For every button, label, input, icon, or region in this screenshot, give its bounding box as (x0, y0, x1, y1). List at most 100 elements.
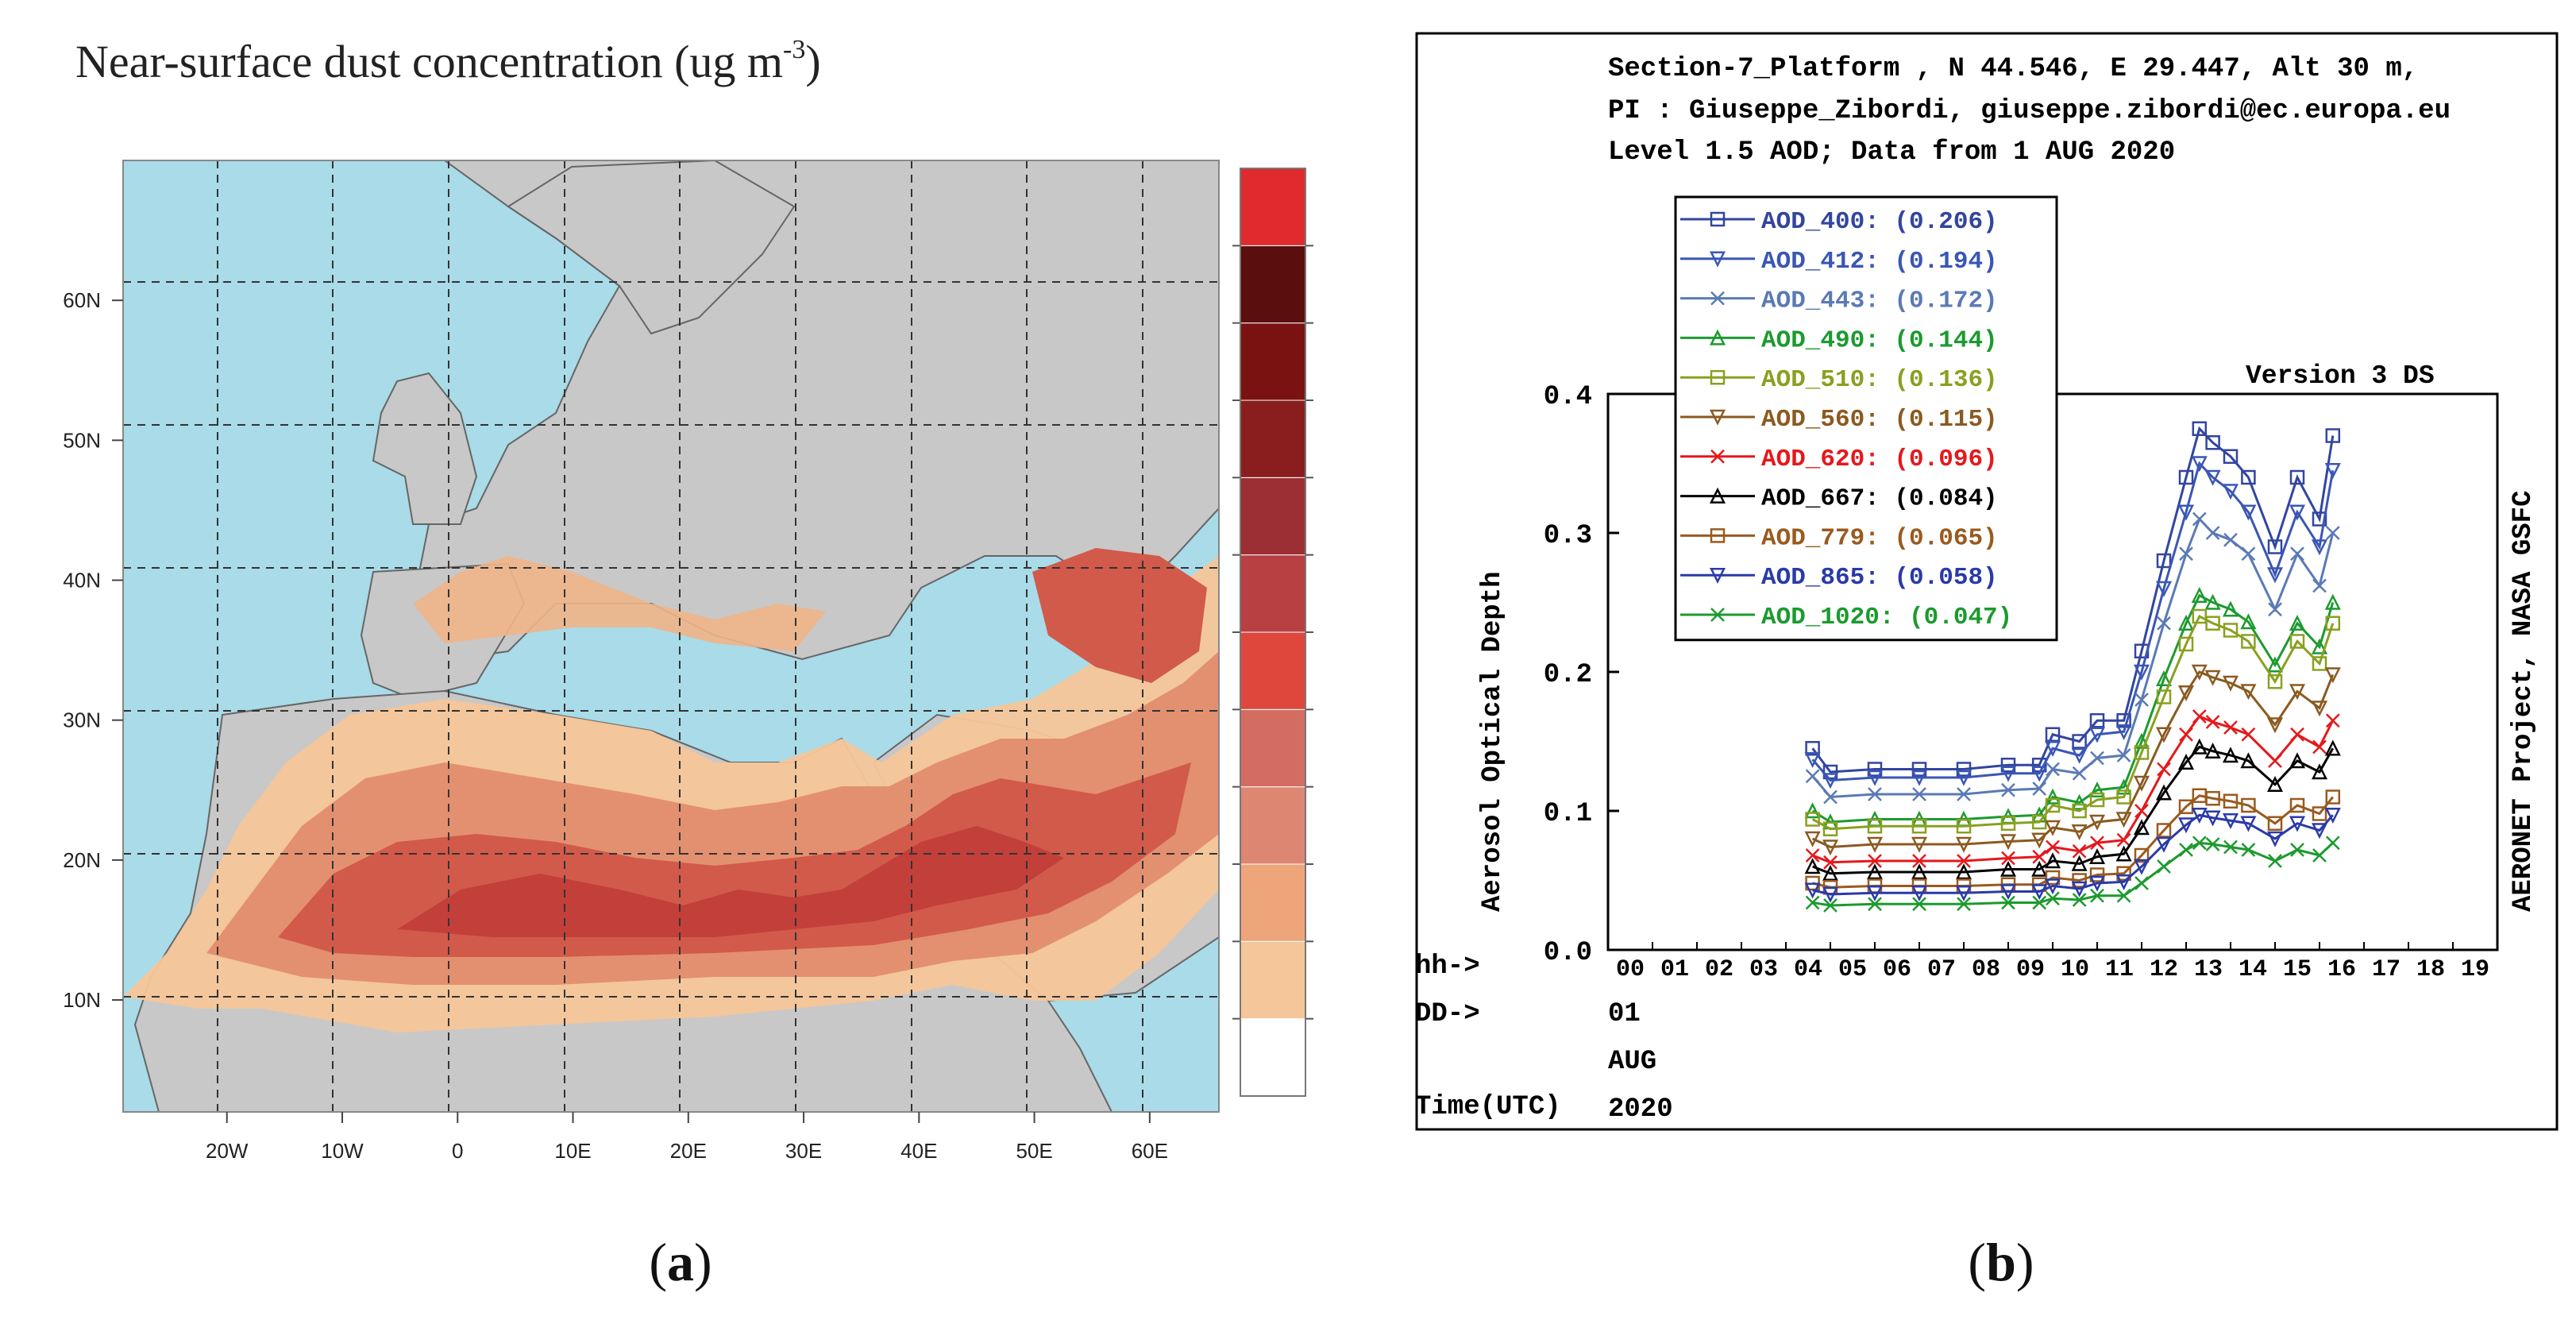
legend-entry: AOD_412: (0.194) (1680, 248, 1998, 276)
y-axis-label: Aerosol Optical Depth (1478, 572, 1508, 912)
aod-point (2134, 745, 2150, 760)
aod-x-tick-label: 16 (2327, 956, 2356, 983)
aod-plot: 0.0 0.1 0.2 0.3 0.4 00 01 02 03 04 05 06 07 08 09 10 11 1… (1544, 382, 2489, 983)
map-x-tick-label: 10E (554, 1139, 591, 1163)
aod-point (2311, 539, 2328, 556)
month-value: AUG (1608, 1047, 1656, 1077)
aod-point (1709, 409, 1726, 426)
version-label: Version 3 DS (2246, 361, 2435, 391)
legend-entry: AOD_779: (0.065) (1680, 524, 1998, 552)
aod-point (2044, 820, 2061, 836)
aod-point (1999, 766, 2017, 782)
aod-point (2155, 784, 2173, 801)
aod-point (2072, 843, 2087, 859)
aod-point (2089, 713, 2105, 728)
aod-point (1710, 449, 1725, 464)
aod-x-tick-label: 05 (1838, 956, 1867, 983)
aod-point (2177, 817, 2195, 834)
colorbar-swatch (1240, 168, 1306, 246)
map-y-tick-label: 40N (63, 569, 101, 592)
aod-point (2178, 799, 2194, 814)
aod-point (2268, 854, 2282, 868)
aod-series (1805, 836, 2340, 913)
aod-point (2312, 848, 2327, 863)
aod-point (1957, 854, 1971, 868)
map-x-tick-label: 10W (321, 1139, 364, 1163)
aod-point (2046, 839, 2060, 855)
legend-entry: AOD_560: (0.115) (1680, 406, 1998, 434)
aod-point (2312, 806, 2327, 821)
aod-x-tick-label: 12 (2150, 956, 2178, 983)
map-x-tick-label: 40E (900, 1139, 937, 1163)
aod-series (1805, 608, 2341, 836)
aod-point (2071, 881, 2088, 897)
aod-x-tick-label: 09 (2016, 956, 2045, 983)
aod-point (2222, 747, 2239, 763)
aod-point (1868, 897, 1882, 912)
aod-point (2044, 852, 2061, 869)
aod-series-line (1812, 813, 2334, 896)
aod-point (1823, 898, 1838, 913)
aod-x-tick-label: 00 (1616, 956, 1645, 983)
aod-point (1805, 741, 1820, 756)
aod-point (2089, 867, 2105, 882)
aod-point (1866, 886, 1884, 902)
aod-point (1822, 839, 1839, 856)
aod-point (1955, 886, 1972, 902)
map-graticule (123, 160, 1219, 1112)
aod-point (2289, 684, 2306, 701)
aod-point (2325, 616, 2341, 631)
aod-point (2267, 539, 2283, 554)
aod-x-tick-label: 18 (2416, 956, 2445, 983)
aod-point (2223, 839, 2238, 855)
legend-label: AOD_667: (0.084) (1761, 485, 1998, 513)
aod-point (1710, 369, 1726, 385)
aod-legend: AOD_400: (0.206) AOD_412: (0.194) AOD_443:… (1674, 195, 2058, 642)
row-label-time: Time(UTC) (1415, 1092, 1561, 1122)
map-y-tick-label: 50N (63, 428, 101, 452)
aod-point (2072, 803, 2087, 819)
legend-entry: AOD_510: (0.136) (1680, 366, 1998, 394)
aod-point (1710, 291, 1725, 306)
year-value: 2020 (1608, 1094, 1673, 1125)
aod-series-line (1811, 670, 2335, 849)
aod-series-line (1811, 426, 2335, 774)
aod-point (2178, 636, 2194, 652)
aod-point (2266, 717, 2284, 734)
aod-x-tick-label: 02 (1705, 956, 1733, 983)
aod-point (2177, 753, 2195, 770)
aod-point (2266, 567, 2284, 584)
aod-y-tick-label: 0.3 (1544, 521, 1592, 551)
aod-point (2240, 684, 2257, 701)
aod-series (1804, 456, 2341, 789)
map-y-tick-label: 20N (63, 848, 101, 872)
aod-point (2072, 893, 2087, 907)
aod-point (2205, 616, 2220, 631)
legend-entry: AOD_667: (0.084) (1680, 485, 1998, 513)
aod-point (2222, 675, 2239, 692)
aod-x-tick-label: 07 (1927, 956, 1956, 983)
aod-point (2205, 715, 2220, 729)
aod-series (1805, 511, 2340, 805)
aod-point (2090, 751, 2104, 766)
aod-point (1822, 773, 1839, 789)
aod-series (1804, 808, 2341, 903)
aod-point (1823, 855, 1838, 870)
aod-x-tick-label: 17 (2372, 956, 2401, 983)
aod-point (2156, 553, 2172, 569)
aod-x-tick-label: 06 (1883, 956, 1911, 983)
aod-point (2045, 727, 2061, 742)
colorbar (1232, 168, 1313, 1097)
aod-point (1912, 854, 1926, 868)
colorbar-swatch (1240, 245, 1306, 324)
colorbar-swatch (1240, 322, 1306, 401)
aod-point (2133, 819, 2150, 836)
aod-y-tick-label: 0.1 (1544, 799, 1592, 829)
aod-point (2179, 546, 2193, 562)
aod-series-line (1812, 841, 2334, 907)
aod-point (2032, 895, 2047, 910)
aod-point (2071, 747, 2088, 764)
aod-point (2116, 713, 2131, 728)
aod-point (2222, 484, 2239, 500)
aod-point (2192, 709, 2207, 724)
